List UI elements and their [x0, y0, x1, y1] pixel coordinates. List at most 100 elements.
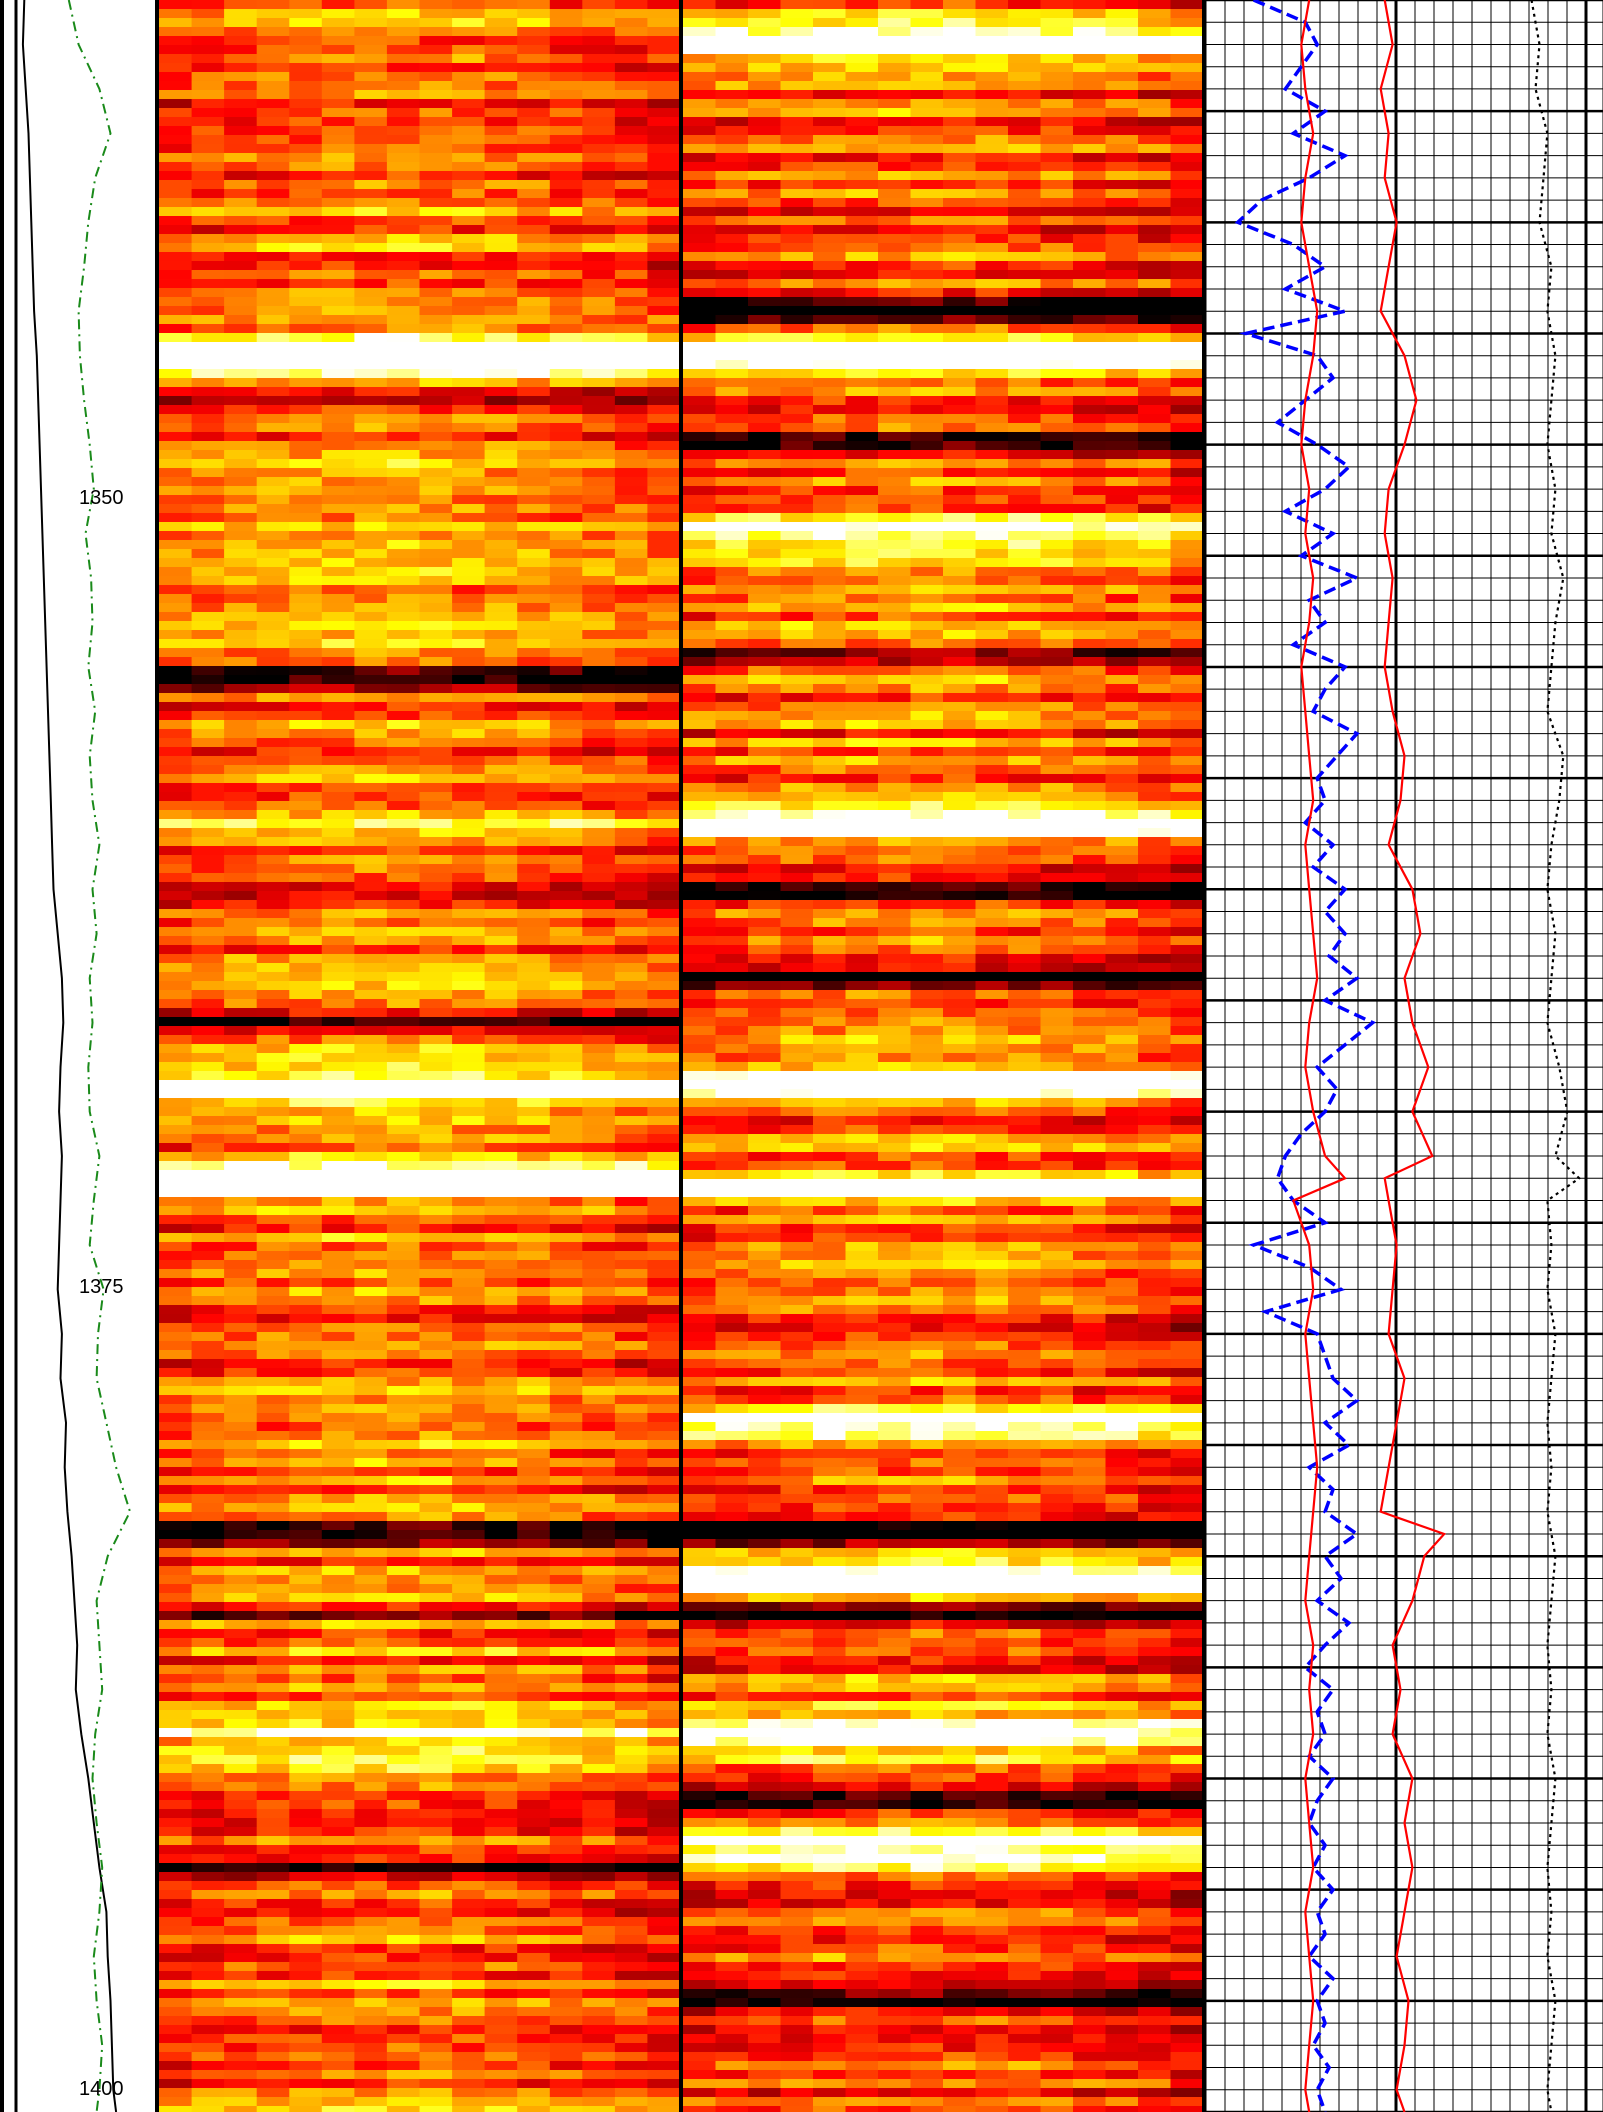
- heatmap-cell: [614, 1809, 649, 1819]
- heatmap-cell: [878, 306, 912, 316]
- heatmap-cell: [452, 1629, 486, 1639]
- heatmap-cell: [224, 2007, 258, 2017]
- heatmap-cell: [647, 936, 681, 946]
- heatmap-cell: [813, 306, 847, 316]
- heatmap-cell: [256, 783, 290, 793]
- heatmap-cell: [845, 369, 879, 379]
- heatmap-cell: [1138, 441, 1172, 451]
- heatmap-cell: [975, 504, 1009, 514]
- heatmap-cell: [452, 2043, 486, 2053]
- heatmap-cell: [256, 45, 290, 55]
- heatmap-cell: [224, 1107, 258, 1117]
- heatmap-cell: [647, 459, 681, 469]
- heatmap-cell: [1170, 18, 1204, 28]
- heatmap-cell: [549, 1233, 583, 1243]
- heatmap-cell: [159, 846, 193, 856]
- heatmap-cell: [614, 828, 649, 838]
- heatmap-cell: [582, 864, 616, 874]
- heatmap-cell: [256, 1773, 290, 1783]
- heatmap-cell: [386, 2025, 421, 2035]
- heatmap-cell: [517, 144, 551, 154]
- heatmap-cell: [1105, 243, 1139, 253]
- heatmap-cell: [715, 558, 749, 568]
- heatmap-cell: [845, 9, 879, 19]
- heatmap-cell: [321, 585, 355, 595]
- heatmap-cell: [484, 720, 518, 730]
- heatmap-cell: [614, 441, 649, 451]
- heatmap-cell: [224, 2052, 258, 2062]
- heatmap-cell: [517, 1926, 551, 1936]
- heatmap-cell: [354, 2034, 388, 2044]
- heatmap-cell: [354, 234, 388, 244]
- heatmap-cell: [582, 504, 616, 514]
- heatmap-cell: [582, 2034, 616, 2044]
- heatmap-cell: [1008, 297, 1042, 307]
- heatmap-cell: [647, 477, 681, 487]
- heatmap-cell: [354, 1800, 388, 1810]
- heatmap-cell: [780, 171, 814, 181]
- heatmap-cell: [354, 198, 388, 208]
- heatmap-cell: [386, 1899, 421, 1909]
- heatmap-cell: [484, 711, 518, 721]
- heatmap-cell: [582, 936, 616, 946]
- heatmap-cell: [224, 0, 258, 10]
- heatmap-cell: [582, 54, 616, 64]
- heatmap-cell: [683, 180, 717, 190]
- heatmap-cell: [224, 918, 258, 928]
- heatmap-cell: [159, 1539, 193, 1549]
- heatmap-cell: [484, 1485, 518, 1495]
- heatmap-cell: [1170, 495, 1204, 505]
- heatmap-cell: [452, 1872, 486, 1882]
- heatmap-cell: [517, 936, 551, 946]
- heatmap-cell: [321, 549, 355, 559]
- heatmap-cell: [484, 0, 518, 10]
- heatmap-cell: [549, 1422, 583, 1432]
- heatmap-cell: [321, 1647, 355, 1657]
- heatmap-cell: [780, 531, 814, 541]
- heatmap-cell: [748, 558, 782, 568]
- heatmap-cell: [1138, 369, 1172, 379]
- heatmap-cell: [845, 639, 879, 649]
- heatmap-cell: [191, 1332, 225, 1342]
- heatmap-cell: [354, 1296, 388, 1306]
- heatmap-cell: [517, 1647, 551, 1657]
- heatmap-cell: [517, 1251, 551, 1261]
- heatmap-cell: [159, 1224, 193, 1234]
- heatmap-cell: [845, 270, 879, 280]
- heatmap-cell: [484, 135, 518, 145]
- heatmap-cell: [452, 693, 486, 703]
- heatmap-cell: [683, 396, 717, 406]
- heatmap-cell: [1008, 576, 1042, 586]
- heatmap-cell: [647, 657, 681, 667]
- heatmap-cell: [715, 342, 749, 352]
- heatmap-cell: [683, 171, 717, 181]
- heatmap-cell: [191, 1026, 225, 1036]
- heatmap-cell: [715, 297, 749, 307]
- heatmap-cell: [321, 306, 355, 316]
- heatmap-cell: [386, 1593, 421, 1603]
- heatmap-cell: [419, 945, 453, 955]
- heatmap-cell: [159, 1242, 193, 1252]
- heatmap-cell: [452, 567, 486, 577]
- heatmap-cell: [452, 1170, 486, 1180]
- heatmap-cell: [614, 1683, 649, 1693]
- heatmap-cell: [191, 1431, 225, 1441]
- heatmap-cell: [614, 1269, 649, 1279]
- heatmap-cell: [780, 387, 814, 397]
- heatmap-cell: [975, 630, 1009, 640]
- heatmap-cell: [614, 972, 649, 982]
- heatmap-cell: [256, 846, 290, 856]
- heatmap-cell: [419, 117, 453, 127]
- heatmap-cell: [943, 189, 977, 199]
- heatmap-cell: [582, 1206, 616, 1216]
- heatmap-cell: [354, 1215, 388, 1225]
- heatmap-cell: [484, 1035, 518, 1045]
- heatmap-cell: [517, 27, 551, 37]
- heatmap-cell: [224, 1089, 258, 1099]
- heatmap-cell: [321, 9, 355, 19]
- heatmap-cell: [614, 1251, 649, 1261]
- heatmap-cell: [582, 279, 616, 289]
- heatmap-cell: [549, 1467, 583, 1477]
- heatmap-cell: [224, 1575, 258, 1585]
- heatmap-cell: [484, 234, 518, 244]
